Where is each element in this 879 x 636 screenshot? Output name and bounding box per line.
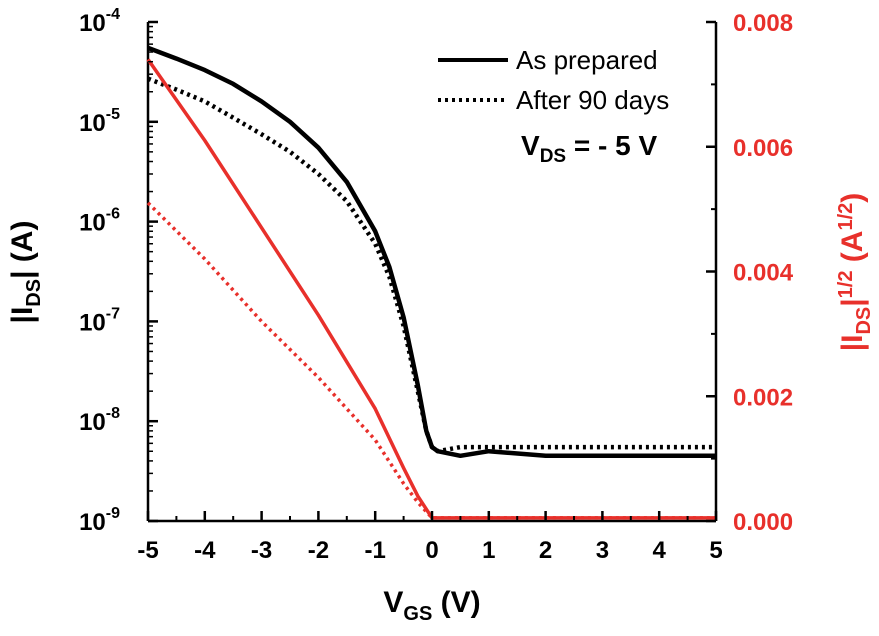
right-axis-title-sup: 1/2 — [835, 271, 857, 299]
left-tick-label: 10-8 — [79, 405, 120, 436]
right-axis-title-unit-sup: 1/2 — [835, 203, 857, 231]
right-tick-label: 0.004 — [733, 260, 794, 287]
left-axis-ticks: 10-9 10-8 10-7 10-6 10-5 10-4 — [79, 6, 158, 536]
x-tick-label: -3 — [251, 537, 272, 564]
x-tick-label: -2 — [308, 537, 329, 564]
series-line-left-solid — [147, 45, 716, 459]
x-tick-label: -4 — [194, 537, 216, 564]
left-tick-label: 10-4 — [79, 6, 120, 37]
x-tick-label: 5 — [709, 537, 722, 564]
left-tick-label: 10-6 — [79, 206, 120, 237]
vds-annotation-value: = - 5 V — [566, 130, 657, 161]
x-tick-label: 1 — [482, 537, 495, 564]
legend-label-after-90-days: After 90 days — [516, 85, 669, 115]
vds-annotation-sub: DS — [540, 146, 566, 167]
vds-annotation-main: V — [521, 130, 540, 161]
right-axis-title-pre: |I — [836, 335, 869, 352]
right-axis-title: |IDS|1/2 (A1/2) — [835, 193, 875, 352]
x-tick-label: -1 — [365, 537, 386, 564]
left-tick-label: 10-5 — [79, 106, 120, 137]
left-tick-label: 10-9 — [79, 505, 120, 536]
x-axis-title-sub: GS — [403, 603, 432, 625]
x-tick-label: 4 — [653, 537, 667, 564]
right-axis-title-unit-pre: (A — [836, 231, 869, 271]
x-tick-label: 0 — [425, 537, 438, 564]
right-tick-label: 0.008 — [733, 10, 793, 37]
right-tick-label: 0.006 — [733, 135, 793, 162]
x-axis-title: VGS (V) — [383, 586, 480, 625]
x-axis-ticks: -5 -4 -3 -2 -1 0 1 2 3 4 5 — [137, 511, 723, 564]
right-axis-title-mid: | — [836, 298, 869, 306]
right-axis-title-sub: DS — [853, 307, 875, 335]
x-tick-label: 2 — [539, 537, 552, 564]
legend: As prepared After 90 days — [438, 45, 669, 115]
series-line-right-solid — [146, 58, 716, 520]
left-axis-title: |IDS| (A) — [6, 221, 45, 324]
left-tick-label: 10-7 — [79, 305, 120, 336]
x-tick-label: 3 — [596, 537, 609, 564]
left-axis-title-sub: DS — [23, 279, 45, 307]
right-tick-label: 0.002 — [733, 384, 793, 411]
x-axis-title-main: V — [383, 586, 403, 619]
x-axis-title-unit: (V) — [432, 586, 480, 619]
series-line-left-dotted — [147, 76, 716, 454]
vds-annotation: VDS = - 5 V — [521, 130, 657, 167]
right-axis-ticks: 0.000 0.002 0.004 0.006 0.008 — [706, 10, 794, 536]
left-axis-title-pre: |I — [6, 307, 39, 324]
left-axis-title-post: | (A) — [6, 221, 39, 279]
right-tick-label: 0.000 — [733, 509, 793, 536]
right-axis-title-unit-post: ) — [836, 193, 869, 203]
series-layer — [146, 45, 716, 520]
x-tick-label: -5 — [137, 537, 158, 564]
series-line-right-dotted — [146, 201, 716, 520]
legend-label-as-prepared: As prepared — [516, 45, 658, 75]
